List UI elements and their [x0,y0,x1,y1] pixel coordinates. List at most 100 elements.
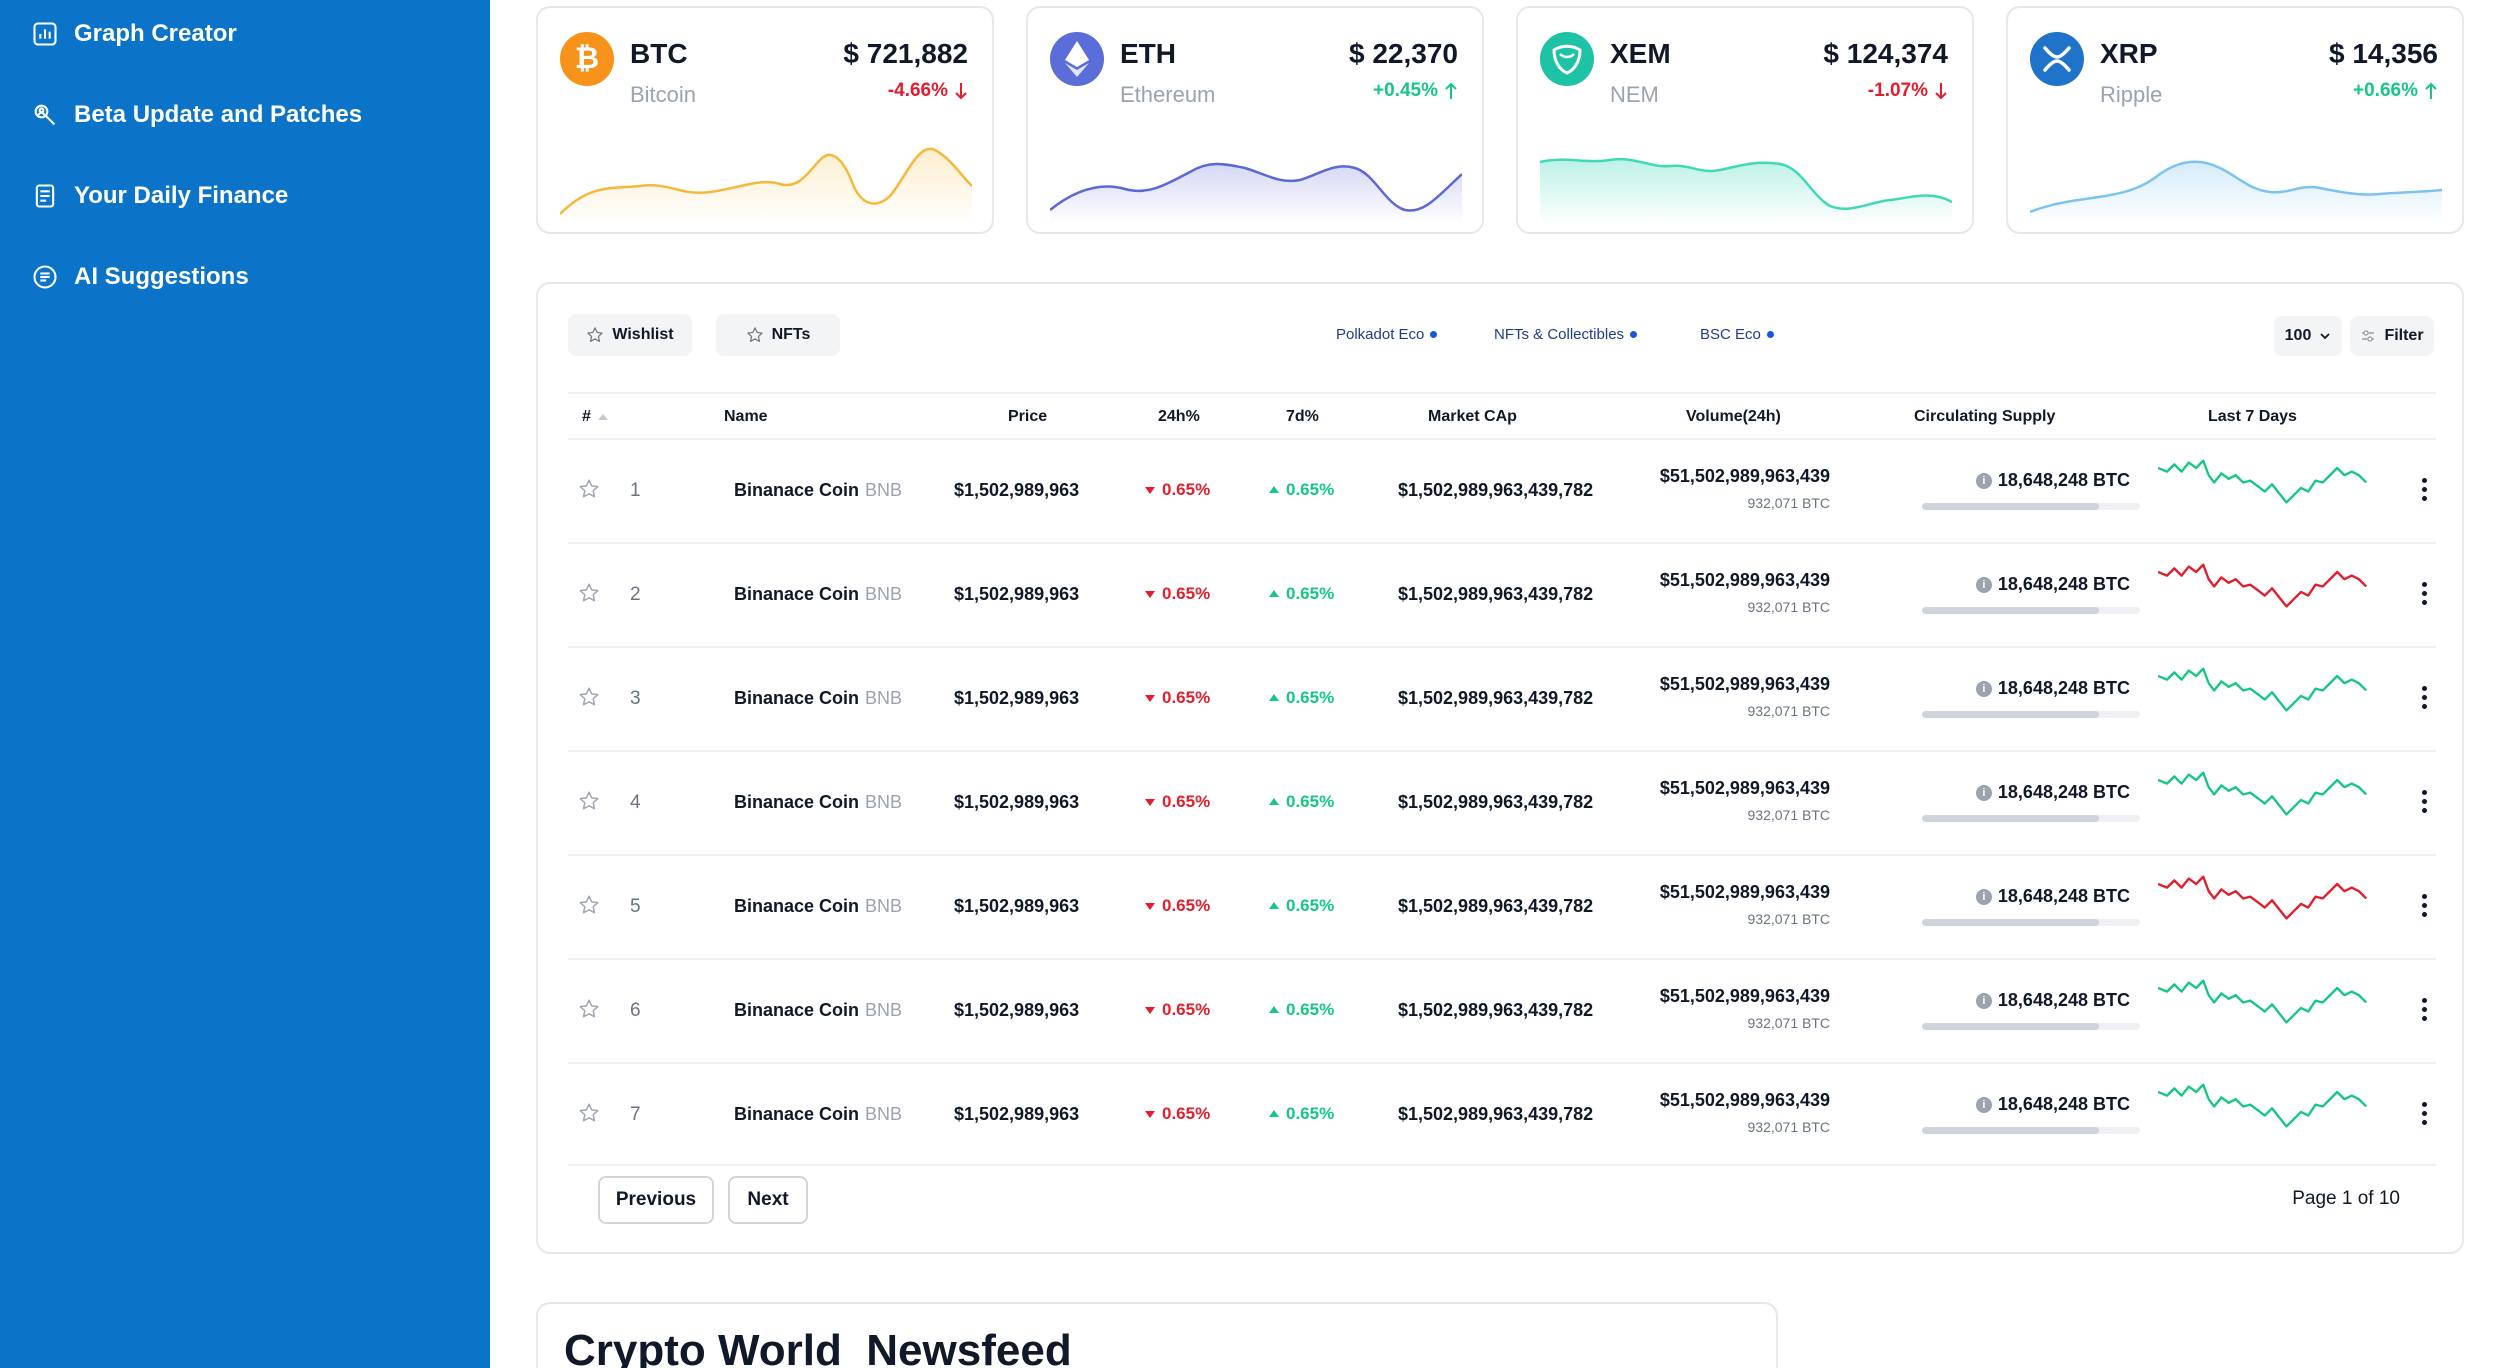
row-7d-value: 0.65% [1286,688,1335,707]
filter-button[interactable]: Filter [2350,316,2434,356]
header-name[interactable]: Name [724,408,768,425]
eco-tag-polkadot[interactable]: Polkadot Eco [1336,326,1438,343]
favorite-star-icon[interactable] [578,582,600,604]
row-24h-change: 0.65% [1144,1000,1210,1020]
row-coin-name[interactable]: Binanace Coin BNB [734,1000,902,1021]
more-options-icon[interactable] [2412,786,2436,816]
ethereum-icon [1050,32,1104,86]
row-circulating-supply: i 18,648,248 BTC [1922,1094,2142,1134]
info-icon[interactable]: i [1975,1096,1992,1113]
row-price: $1,502,989,963 [954,896,1080,916]
rows-per-page-select[interactable]: 100 [2274,316,2342,356]
table-row[interactable]: 4 Binanace Coin BNB $1,502,989,963 0.65% 0.65… [568,750,2436,854]
sidebar-item-graph-creator[interactable]: Graph Creator [30,14,237,54]
price-sparkline [1050,162,1462,224]
info-icon[interactable]: i [1975,576,1992,593]
header-market-cap[interactable]: Market CAp [1428,408,1517,425]
caret-up-icon [1269,902,1279,909]
row-7d-value: 0.65% [1286,896,1335,915]
previous-button[interactable]: Previous [598,1176,714,1224]
row-circulating-supply: i 18,648,248 BTC [1922,470,2142,510]
row-24h-change: 0.65% [1144,1104,1210,1124]
eco-tag-nfts-collectibles[interactable]: NFTs & Collectibles [1494,326,1638,343]
table-row[interactable]: 7 Binanace Coin BNB $1,502,989,963 0.65% 0.65… [568,1062,2436,1166]
header-rank[interactable]: # [582,408,609,426]
coin-card-eth[interactable]: ETH Ethereum $ 22,370 +0.45% [1026,6,1484,234]
header-price[interactable]: Price [1008,408,1048,425]
search-people-icon [30,100,60,130]
coin-card-btc[interactable]: ₿ BTC Bitcoin $ 721,882 -4.66% [536,6,994,234]
row-circulating-supply: i 18,648,248 BTC [1922,782,2142,822]
row-coin-name[interactable]: Binanace Coin BNB [734,480,902,501]
favorite-star-icon[interactable] [578,686,600,708]
row-coin-name[interactable]: Binanace Coin BNB [734,792,902,813]
chevron-down-icon [2320,333,2330,340]
row-24h-value: 0.65% [1162,584,1211,603]
info-icon[interactable]: i [1975,472,1992,489]
coin-card-xrp[interactable]: XRP Ripple $ 14,356 +0.66% [2006,6,2464,234]
info-icon[interactable]: i [1975,888,1992,905]
favorite-star-icon[interactable] [578,1102,600,1124]
row-coin-name[interactable]: Binanace Coin BNB [734,688,902,709]
row-market-cap: $1,502,989,963,439,782 [1398,1000,1594,1020]
row-coin-name[interactable]: Binanace Coin BNB [734,584,902,605]
nfts-button[interactable]: NFTs [716,314,840,356]
row-volume: $51,502,989,963,439 932,071 BTC [1660,1090,1830,1135]
row-coin-name[interactable]: Binanace Coin BNB [734,896,902,917]
table-row[interactable]: 1 Binanace Coin BNB $1,502,989,963 0.65% 0.65… [568,438,2436,542]
row-7d-value: 0.65% [1286,480,1335,499]
favorite-star-icon[interactable] [578,478,600,500]
caret-down-icon [1145,1007,1155,1014]
row-volume: $51,502,989,963,439 932,071 BTC [1660,466,1830,511]
table-row[interactable]: 3 Binanace Coin BNB $1,502,989,963 0.65% 0.65… [568,646,2436,750]
volume-value: $51,502,989,963,439 [1659,986,1830,1006]
row-price: $1,502,989,963 [954,584,1080,604]
document-icon [30,181,60,211]
info-icon[interactable]: i [1975,680,1992,697]
info-icon[interactable]: i [1975,992,1992,1009]
row-24h-value: 0.65% [1162,1000,1211,1019]
price-sparkline [2030,160,2442,224]
supply-progress-bar [1922,503,2140,510]
caret-up-icon [1269,1006,1279,1013]
coin-card-xem[interactable]: XEM NEM $ 124,374 -1.07% [1516,6,1974,234]
favorite-star-icon[interactable] [578,790,600,812]
sidebar-item-ai-suggestions[interactable]: AI Suggestions [30,257,249,297]
favorite-star-icon[interactable] [578,998,600,1020]
row-price: $1,502,989,963 [954,1000,1080,1020]
more-options-icon[interactable] [2412,890,2436,920]
row-7d-value: 0.65% [1286,584,1335,603]
more-options-icon[interactable] [2412,578,2436,608]
coin-name-text: Binanace Coin [734,688,860,708]
caret-down-icon [1145,1111,1155,1118]
coin-name: Ethereum [1120,82,1216,107]
more-options-icon[interactable] [2412,474,2436,504]
table-row[interactable]: 6 Binanace Coin BNB $1,502,989,963 0.65% 0.65… [568,958,2436,1062]
table-header: # Name Price 24h% 7d% Market CAp Volume(… [568,392,2436,436]
more-options-icon[interactable] [2412,994,2436,1024]
row-price: $1,502,989,963 [954,480,1080,500]
more-options-icon[interactable] [2412,682,2436,712]
coin-name: Ripple [2100,82,2163,107]
info-icon[interactable]: i [1975,784,1992,801]
header-24h[interactable]: 24h% [1158,408,1200,425]
more-options-icon[interactable] [2412,1098,2436,1128]
coin-price: $ 22,370 [1349,38,1458,69]
header-volume[interactable]: Volume(24h) [1686,408,1781,425]
header-7d[interactable]: 7d% [1286,408,1319,425]
rows-per-page-value: 100 [2284,327,2312,344]
newsfeed-title: Crypto World Newsfeed [564,1326,1072,1368]
chart-icon [30,19,60,49]
header-circulating-supply[interactable]: Circulating Supply [1914,408,2056,425]
table-row[interactable]: 5 Binanace Coin BNB $1,502,989,963 0.65% 0.65… [568,854,2436,958]
favorite-star-icon[interactable] [578,894,600,916]
sidebar-item-daily-finance[interactable]: Your Daily Finance [30,176,288,216]
table-row[interactable]: 2 Binanace Coin BNB $1,502,989,963 0.65% 0.65… [568,542,2436,646]
next-button[interactable]: Next [728,1176,808,1224]
header-last-7-days[interactable]: Last 7 Days [2208,408,2297,425]
wishlist-button[interactable]: Wishlist [568,314,692,356]
sidebar-item-beta-update[interactable]: Beta Update and Patches [30,95,362,135]
row-coin-name[interactable]: Binanace Coin BNB [734,1104,902,1125]
eco-tag-bsc[interactable]: BSC Eco [1700,326,1774,343]
filter-sliders-icon [2362,330,2375,342]
